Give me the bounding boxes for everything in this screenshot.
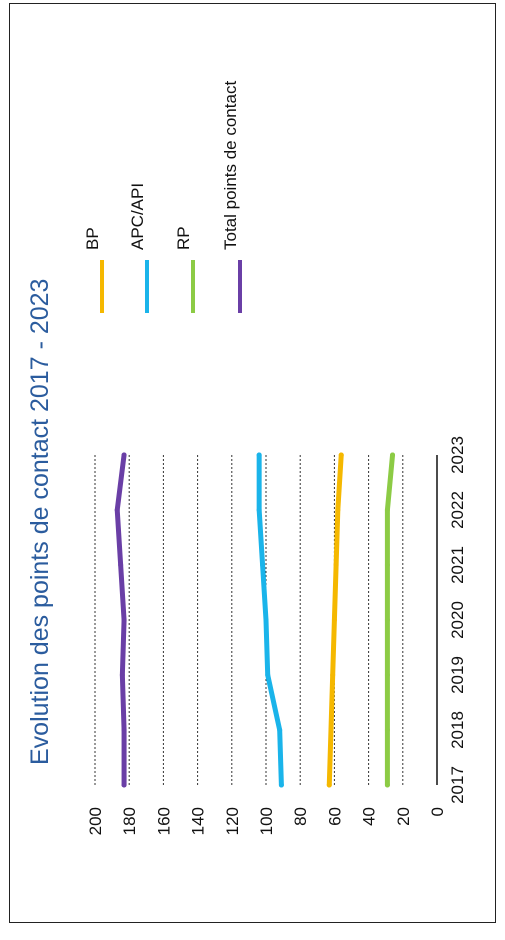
x-tick-label: 2021 [448, 546, 467, 584]
data-point [118, 563, 123, 568]
data-point [122, 618, 127, 623]
y-tick-label: 60 [325, 807, 344, 826]
chart-title: Evolution des points de contact 2017 - 2… [26, 279, 54, 765]
legend-label: RP [174, 226, 193, 250]
data-point [385, 618, 390, 623]
y-tick-label: 100 [257, 807, 276, 835]
data-point [122, 453, 127, 458]
data-point [385, 563, 390, 568]
x-tick-label: 2017 [448, 766, 467, 804]
y-tick-label: 80 [291, 807, 310, 826]
gridlines [95, 455, 403, 785]
x-tick-label: 2019 [448, 656, 467, 694]
legend: BP APC/API RP Total points de contact [83, 81, 240, 313]
x-axis-labels: 2017 2018 2019 2020 2021 2022 2023 [448, 436, 467, 804]
data-point [257, 508, 262, 513]
data-point [277, 728, 282, 733]
data-point [390, 453, 395, 458]
series-lines [115, 453, 395, 788]
legend-label: APC/API [128, 183, 147, 250]
data-point [385, 728, 390, 733]
data-point [279, 783, 284, 788]
data-point [260, 563, 265, 568]
data-point [122, 783, 127, 788]
data-point [327, 783, 332, 788]
data-point [264, 618, 269, 623]
y-tick-label: 140 [189, 807, 208, 835]
data-point [122, 728, 127, 733]
data-point [265, 673, 270, 678]
y-tick-label: 200 [86, 807, 105, 835]
data-point [120, 673, 125, 678]
data-point [335, 508, 340, 513]
y-tick-label: 40 [360, 807, 379, 826]
data-point [385, 673, 390, 678]
legend-label: Total points de contact [221, 81, 240, 250]
data-point [385, 508, 390, 513]
series-line [259, 455, 281, 785]
y-tick-label: 120 [223, 807, 242, 835]
y-tick-label: 160 [154, 807, 173, 835]
x-tick-label: 2020 [448, 601, 467, 639]
data-point [334, 563, 339, 568]
y-tick-label: 180 [120, 807, 139, 835]
data-point [339, 453, 344, 458]
legend-label: BP [83, 227, 102, 250]
data-point [332, 618, 337, 623]
data-point [385, 783, 390, 788]
y-tick-label: 20 [394, 807, 413, 826]
data-point [328, 728, 333, 733]
x-tick-label: 2022 [448, 491, 467, 529]
y-tick-label: 0 [428, 807, 447, 816]
data-point [257, 453, 262, 458]
y-axis: 0 20 40 60 80 100 120 140 160 180 200 [86, 807, 447, 835]
x-tick-label: 2023 [448, 436, 467, 474]
data-point [330, 673, 335, 678]
x-tick-label: 2018 [448, 711, 467, 749]
data-point [115, 508, 120, 513]
